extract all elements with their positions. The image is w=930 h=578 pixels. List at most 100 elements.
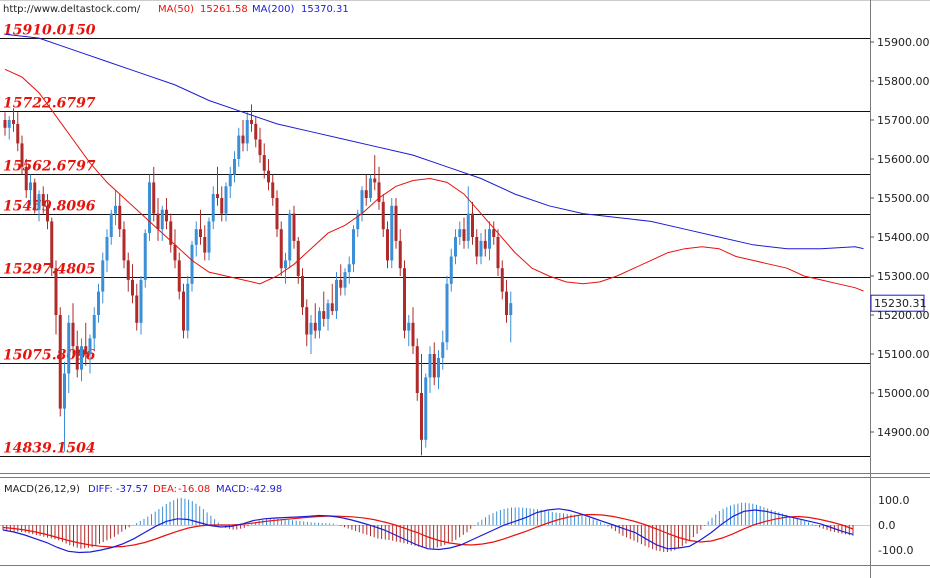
- candle-down: [46, 205, 49, 222]
- candle-down: [250, 120, 253, 124]
- candle-down: [471, 213, 474, 237]
- candle-down: [386, 229, 389, 261]
- candle-down: [267, 170, 270, 183]
- candle-up: [360, 190, 364, 214]
- candle-up: [488, 229, 491, 249]
- candle-up: [37, 194, 41, 210]
- candle-up: [441, 342, 445, 358]
- price-tick-label: 15600.00: [877, 153, 930, 166]
- macd-tick-bottom: -100.0: [878, 544, 913, 557]
- candle-up: [466, 213, 470, 241]
- candle-up: [160, 209, 164, 230]
- candle-down: [279, 229, 283, 269]
- candle-down: [84, 346, 88, 354]
- candle-up: [143, 233, 147, 280]
- candle-down: [126, 260, 130, 280]
- candle-down: [305, 307, 309, 335]
- site-url[interactable]: http://www.deltastock.com/: [3, 4, 141, 15]
- candle-down: [16, 123, 20, 144]
- price-tick-label: 15300.00: [877, 270, 930, 283]
- macd-name: MACD(26,12,9): [4, 484, 80, 495]
- macd-tick-zero: 0.0: [878, 519, 896, 532]
- candle-up: [245, 120, 249, 144]
- candle-down: [199, 229, 202, 237]
- macd-indicator: [0, 497, 870, 554]
- candle-down: [54, 268, 58, 315]
- candle-up: [29, 182, 32, 191]
- candle-down: [292, 213, 296, 241]
- price-tick-label: 15100.00: [877, 348, 930, 361]
- support-resistance-levels: 15910.0150 15722.6797 15562.6797 15459.8096…: [0, 23, 870, 457]
- candle-down: [12, 120, 15, 124]
- candle-down: [203, 237, 207, 253]
- candle-down: [152, 182, 156, 214]
- candle-down: [415, 346, 419, 393]
- price-tick-label: 14900.00: [877, 426, 930, 439]
- candle-up: [424, 377, 428, 440]
- candle-up: [207, 221, 211, 253]
- candle-down: [394, 205, 398, 241]
- macd-dea-line: [2, 513, 854, 548]
- candle-up: [318, 311, 321, 331]
- candle-down: [241, 135, 245, 144]
- candle-up: [390, 205, 394, 261]
- candle-down: [301, 276, 304, 308]
- candle-up: [63, 373, 66, 409]
- candle-up: [80, 346, 83, 370]
- candle-down: [432, 354, 436, 378]
- candle-up: [458, 229, 462, 237]
- candle-down: [411, 322, 415, 347]
- last-price-value: 15230.31: [874, 297, 927, 310]
- candlestick-series: [3, 104, 513, 456]
- candle-up: [454, 237, 457, 257]
- candle-down: [364, 190, 368, 198]
- candle-down: [131, 279, 134, 296]
- ma50-line: [4, 68, 864, 292]
- candle-up: [437, 357, 440, 378]
- ma50-label: MA(50): [158, 4, 194, 15]
- candle-up: [326, 303, 330, 319]
- macd-header: MACD(26,12,9) DIFF: -37.57 DEA: -16.08 M…: [4, 484, 282, 495]
- candle-up: [101, 260, 105, 292]
- candle-down: [20, 143, 24, 167]
- level-label: 15722.6797: [3, 96, 96, 112]
- candle-up: [186, 283, 190, 331]
- candle-down: [173, 244, 177, 261]
- candle-up: [479, 240, 483, 257]
- candle-down: [462, 229, 466, 241]
- candle-down: [41, 194, 45, 206]
- candle-up: [428, 354, 432, 378]
- candle-down: [254, 123, 258, 140]
- candle-down: [322, 311, 326, 319]
- candle-down: [33, 182, 37, 210]
- candle-up: [92, 315, 96, 339]
- price-axis: 15900.00 15800.00 15700.00 15600.00 15500.00…: [870, 36, 930, 439]
- candle-up: [445, 283, 449, 343]
- candle-down: [313, 322, 317, 331]
- candle-up: [67, 322, 71, 374]
- chart-header: http://www.deltastock.com/ MA(50) 15261.…: [3, 4, 349, 15]
- price-tick-label: 15400.00: [877, 231, 930, 244]
- candle-down: [75, 346, 79, 370]
- macd-diff-value: -37.57: [116, 484, 148, 495]
- macd-macd-value: -42.98: [250, 484, 282, 495]
- candle-down: [58, 315, 62, 409]
- candle-down: [496, 237, 500, 269]
- macd-diff-label: DIFF:: [88, 484, 113, 495]
- candle-up: [114, 205, 117, 214]
- ma50-value: 15261.58: [200, 4, 248, 15]
- price-tick-label: 15800.00: [877, 75, 930, 88]
- candle-down: [492, 229, 496, 237]
- candle-up: [335, 279, 338, 312]
- ma200-label: MA(200): [252, 4, 294, 15]
- candle-up: [407, 322, 411, 331]
- candle-up: [224, 186, 228, 214]
- candle-up: [190, 244, 194, 284]
- candle-down: [122, 229, 126, 261]
- ma200-value: 15370.31: [301, 4, 349, 15]
- candle-up: [352, 229, 355, 265]
- candle-down: [500, 268, 504, 292]
- candle-up: [233, 159, 236, 175]
- candle-up: [194, 229, 198, 245]
